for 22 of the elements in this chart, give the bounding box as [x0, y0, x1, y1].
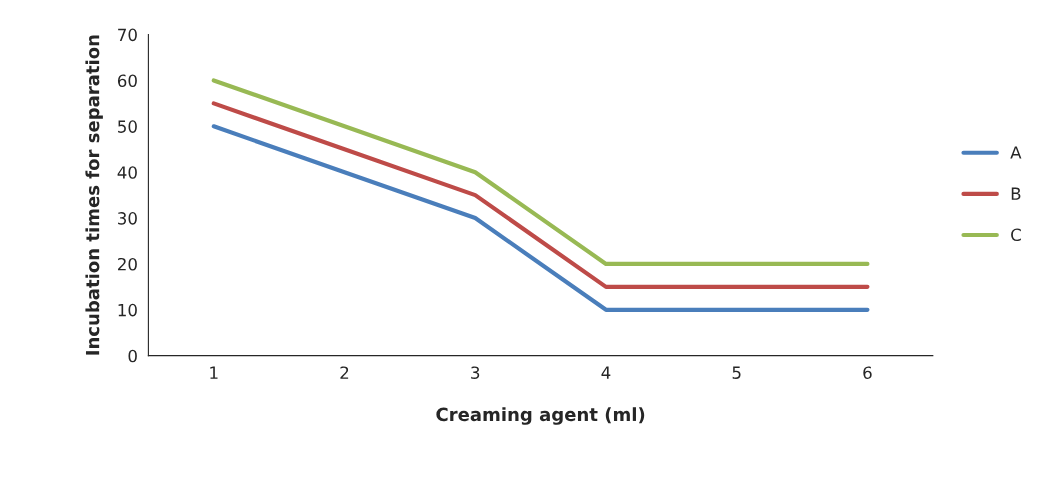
- line-series: [211, 124, 870, 312]
- x-tick-label: 1: [210, 366, 218, 379]
- y-tick-label: 20: [118, 257, 137, 271]
- x-tick-label: 3: [471, 366, 480, 379]
- y-tick-label: 40: [117, 166, 137, 179]
- legend-label: C: [1011, 228, 1021, 242]
- y-tick-label: 50: [118, 120, 137, 133]
- legend-label: B: [1011, 187, 1021, 200]
- y-tick-label: 10: [118, 303, 137, 317]
- x-tick-label: 4: [601, 366, 611, 379]
- x-tick-label: 5: [732, 366, 741, 379]
- y-tick-label: 30: [118, 212, 137, 225]
- x-tick-label: 6: [863, 366, 872, 379]
- x-tick-label: 2: [340, 366, 349, 379]
- y-tick-label: 70: [118, 28, 137, 42]
- line-series: [211, 101, 870, 289]
- line-series: [211, 78, 870, 267]
- x-axis-title: Creaming agent (ml): [436, 407, 645, 425]
- y-tick-label: 60: [117, 74, 137, 88]
- y-tick-label: 0: [128, 349, 137, 363]
- y-axis-title: Incubation times for separation: [85, 35, 103, 355]
- legend-label: A: [1010, 146, 1022, 159]
